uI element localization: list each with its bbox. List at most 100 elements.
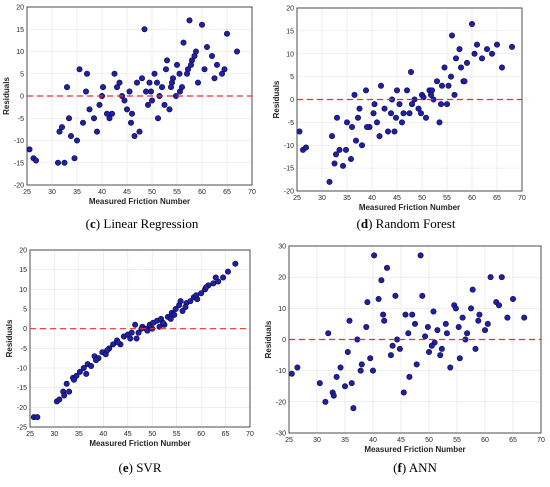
residual-point xyxy=(398,119,405,126)
residual-point xyxy=(521,314,528,321)
residual-point xyxy=(144,327,151,334)
residual-point xyxy=(459,314,466,321)
residual-point xyxy=(354,114,361,121)
residual-point xyxy=(296,128,303,135)
residual-point xyxy=(422,114,429,121)
residual-point xyxy=(376,133,383,140)
x-tick-label: 60 xyxy=(468,195,476,202)
residual-point xyxy=(445,82,452,89)
residual-point xyxy=(391,128,398,135)
y-tick-label: 10 xyxy=(16,49,24,56)
x-tick-label: 65 xyxy=(493,195,501,202)
residual-point xyxy=(377,82,384,89)
residual-point xyxy=(148,88,155,95)
residual-point xyxy=(68,133,75,140)
y-tick-label: -20 xyxy=(14,183,24,190)
residual-point xyxy=(71,376,78,383)
residual-point xyxy=(232,260,239,267)
residual-point xyxy=(56,396,63,403)
residual-point xyxy=(121,97,128,104)
residual-point xyxy=(64,84,71,91)
x-tick-label: 45 xyxy=(124,431,132,438)
residual-point xyxy=(26,146,33,153)
residual-point xyxy=(420,94,427,101)
y-tick-label: 20 xyxy=(286,6,294,13)
residual-point xyxy=(209,52,216,59)
residual-point xyxy=(179,307,186,314)
residual-point xyxy=(212,274,219,281)
residual-point xyxy=(294,364,301,371)
residual-point xyxy=(452,305,459,312)
residual-point xyxy=(425,348,432,355)
residual-point xyxy=(452,55,459,62)
panel-caption-letter: d xyxy=(361,216,369,231)
x-tick-label: 70 xyxy=(246,431,254,438)
residual-point xyxy=(408,101,415,108)
residual-point xyxy=(186,17,193,24)
residual-point xyxy=(442,320,449,327)
residual-point xyxy=(392,114,399,121)
residual-point xyxy=(126,88,133,95)
residual-point xyxy=(83,370,90,377)
residual-point xyxy=(387,110,394,117)
residual-point xyxy=(174,61,181,68)
residual-point xyxy=(471,50,478,57)
residual-point xyxy=(114,84,121,91)
x-tick-label: 65 xyxy=(223,189,231,196)
y-tick-label: -20 xyxy=(17,405,27,412)
residual-point xyxy=(383,264,390,271)
residual-point xyxy=(201,66,208,73)
residual-point xyxy=(409,311,416,318)
residual-point xyxy=(351,91,358,98)
residual-point xyxy=(481,327,488,334)
residual-point xyxy=(336,146,343,153)
residual-point xyxy=(455,324,462,331)
x-tick-label: 65 xyxy=(509,437,517,444)
residual-point xyxy=(415,105,422,112)
residual-point xyxy=(214,61,221,68)
residual-point xyxy=(356,105,363,112)
residual-point xyxy=(133,335,140,342)
residual-point xyxy=(302,144,309,151)
residual-point xyxy=(88,363,95,370)
residual-point xyxy=(154,79,161,86)
residual-point xyxy=(61,392,68,399)
residual-point xyxy=(66,388,73,395)
residual-point xyxy=(187,298,194,305)
x-axis-label: Measured Friction Number xyxy=(89,439,190,448)
residual-point xyxy=(400,389,407,396)
residual-point xyxy=(344,348,351,355)
y-tick-label: 30 xyxy=(278,244,286,251)
residual-point xyxy=(234,48,241,55)
y-tick-label: 0 xyxy=(20,94,24,101)
x-tick-label: 55 xyxy=(173,189,181,196)
residual-point xyxy=(128,119,135,126)
residual-point xyxy=(437,352,444,359)
residual-point xyxy=(146,79,153,86)
y-tick-label: -10 xyxy=(284,143,294,150)
panel-caption-letter: c xyxy=(90,216,96,231)
residual-point xyxy=(509,295,516,302)
residual-point xyxy=(136,128,143,135)
residual-point xyxy=(167,315,174,322)
residual-point xyxy=(34,414,41,421)
x-tick-label: 55 xyxy=(173,431,181,438)
residual-point xyxy=(407,69,414,76)
x-tick-label: 60 xyxy=(198,189,206,196)
residual-point xyxy=(358,142,365,149)
residual-point xyxy=(127,335,134,342)
x-tick-label: 45 xyxy=(393,195,401,202)
residual-point xyxy=(392,292,399,299)
y-tick-label: -10 xyxy=(276,368,286,375)
residual-point xyxy=(463,59,470,66)
residual-point xyxy=(402,311,409,318)
residual-point xyxy=(350,405,357,412)
y-tick-label: 10 xyxy=(286,51,294,58)
x-axis-label: Measured Friction Number xyxy=(359,203,460,212)
residual-point xyxy=(332,151,339,158)
y-tick-label: -10 xyxy=(14,138,24,145)
residual-point xyxy=(396,101,403,108)
x-tick-label: 50 xyxy=(148,189,156,196)
residual-point xyxy=(134,79,141,86)
residual-point xyxy=(96,101,103,108)
